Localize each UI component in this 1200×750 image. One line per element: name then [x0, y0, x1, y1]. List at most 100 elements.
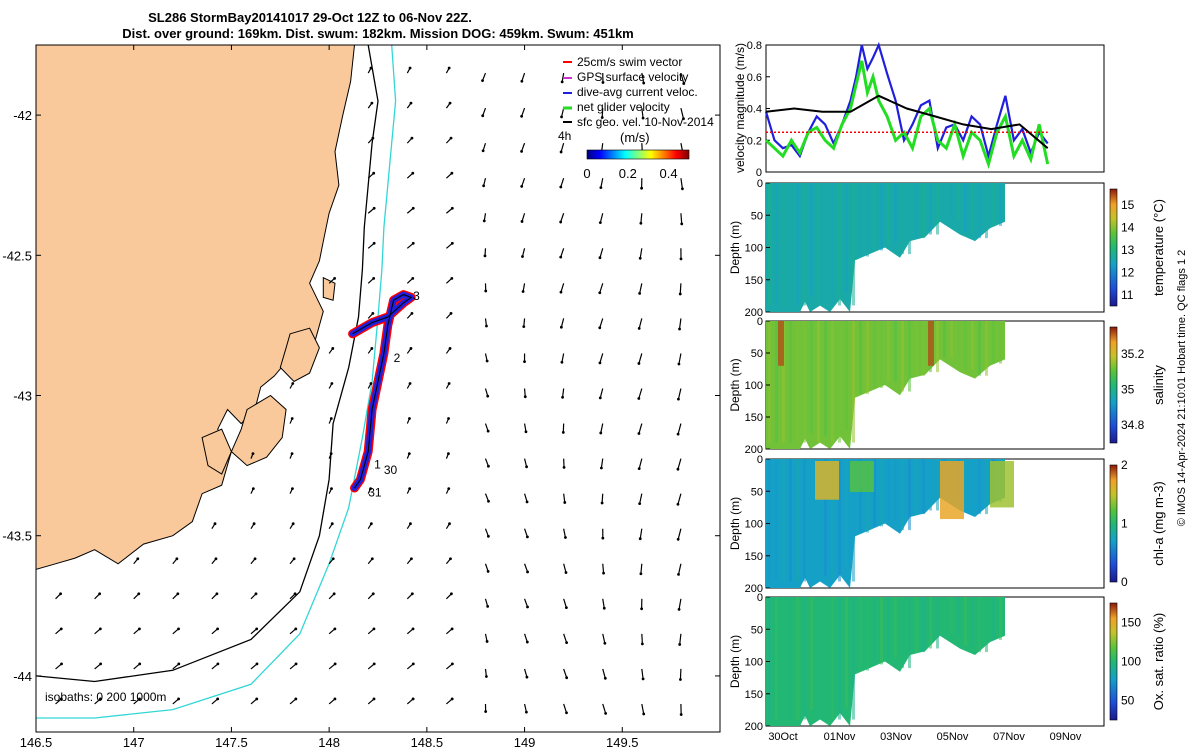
section-streak	[901, 321, 904, 392]
geo-vector-head	[294, 662, 298, 666]
section-streak	[789, 459, 792, 582]
colorbar-tick-label: 0.2	[619, 166, 637, 181]
geo-vector-head	[255, 662, 259, 666]
section-streak	[908, 183, 911, 255]
section-streak	[936, 459, 939, 511]
section-streak	[845, 459, 848, 570]
section-streak	[985, 321, 988, 376]
geo-vector	[640, 563, 643, 574]
geo-vector-head	[600, 501, 604, 505]
section-colorbar-tick: 100	[1121, 655, 1141, 669]
section-colorbar	[1109, 326, 1118, 444]
geo-vector-head	[678, 292, 682, 296]
geo-vector-head	[678, 327, 681, 331]
section-streak	[866, 321, 869, 394]
geo-vector	[524, 528, 528, 538]
geo-vector	[563, 528, 567, 538]
section-streak	[950, 321, 953, 358]
geo-vector-head	[676, 537, 680, 541]
geo-vector	[563, 493, 566, 503]
section-streak	[887, 459, 890, 521]
section-streak	[922, 597, 925, 653]
section-colorbar-tick: 14	[1121, 220, 1135, 234]
geo-vector-head	[565, 711, 568, 715]
section-streak	[880, 459, 883, 527]
geo-vector-head	[520, 149, 523, 153]
geo-vector	[602, 703, 607, 714]
geo-vector-head	[561, 430, 565, 434]
section-streak	[775, 321, 778, 443]
geo-vector	[563, 598, 567, 608]
geo-vector-head	[640, 186, 644, 190]
geo-vector	[638, 318, 643, 329]
legend-sfcgeo-label: sfc geo. vel. 10-Nov-2014	[577, 115, 714, 129]
geo-vector	[678, 598, 682, 610]
geo-vector-head	[213, 522, 217, 526]
geo-vector	[521, 107, 526, 117]
geo-vector-head	[330, 522, 334, 526]
geo-vector-head	[602, 606, 606, 610]
section-panel-0: 0 50 100 150 200 Depth (m) 11 12 13 14 15 temperatu…	[728, 178, 1166, 319]
section-streak	[964, 597, 967, 646]
geo-vector-head	[98, 627, 102, 631]
geo-vector-head	[177, 662, 181, 666]
track-label: 1	[374, 457, 381, 471]
geo-vector-head	[138, 697, 141, 701]
geo-vector-head	[333, 627, 337, 631]
island-0	[279, 327, 320, 383]
section-streak	[873, 459, 876, 527]
geo-vector	[680, 178, 684, 189]
geo-vector-head	[603, 641, 607, 645]
section-streak	[852, 321, 855, 443]
geo-vector-head	[450, 241, 454, 245]
isobath-200m	[36, 45, 379, 683]
geo-vector-head	[409, 557, 413, 561]
section-streak	[908, 459, 911, 531]
geo-vector	[677, 423, 682, 435]
section-streak	[922, 321, 925, 376]
geo-vector	[563, 563, 567, 573]
geo-vector-head	[484, 289, 488, 293]
geo-vector-head	[255, 697, 259, 701]
section-y-label: Depth (m)	[728, 358, 742, 411]
section-streak	[852, 597, 855, 720]
geo-vector-head	[559, 150, 563, 154]
geo-vector-head	[410, 311, 414, 315]
section-colorbar-tick: 150	[1121, 616, 1141, 630]
section-streak	[908, 597, 911, 669]
section-streak	[796, 321, 799, 443]
geo-vector	[677, 528, 682, 540]
geo-vector-head	[481, 149, 485, 153]
section-streak	[838, 597, 841, 720]
geo-vector	[677, 388, 682, 400]
section-y-tick-label: 0	[757, 316, 763, 328]
section-y-tick-label: 50	[751, 624, 763, 636]
section-streak	[768, 183, 771, 306]
geo-vector-head	[294, 697, 298, 701]
map-x-tick-label: 147.5	[215, 735, 248, 750]
geo-vector-head	[598, 256, 602, 260]
velocity-y-tick-label: 0	[756, 167, 762, 179]
section-streak	[831, 597, 834, 720]
section-colorbar-tick: 34.8	[1121, 418, 1145, 432]
colorbar-unit-label: (m/s)	[620, 130, 650, 145]
section-streak	[782, 321, 785, 443]
section-streak	[922, 183, 925, 239]
velocity-panel: 0 0.2 0.4 0.6 0.8 velocity magnitude (m/s)	[733, 40, 1105, 179]
section-streak	[894, 321, 897, 382]
geo-vector	[563, 703, 568, 713]
section-streak	[803, 459, 806, 582]
section-streak	[859, 321, 862, 394]
section-streak	[838, 183, 841, 306]
section-streak	[824, 321, 827, 437]
geo-vector-head	[637, 326, 641, 330]
geo-vector-head	[216, 662, 220, 666]
geo-vector-head	[676, 502, 680, 506]
section-streak	[971, 183, 974, 232]
section-streak	[971, 321, 974, 370]
section-streak	[985, 183, 988, 239]
geo-vector-head	[481, 79, 484, 83]
section-streak	[803, 321, 806, 443]
